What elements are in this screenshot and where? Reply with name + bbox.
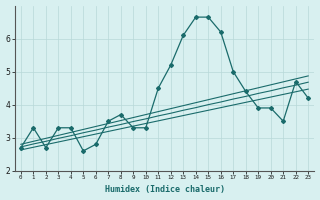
X-axis label: Humidex (Indice chaleur): Humidex (Indice chaleur)	[105, 185, 225, 194]
